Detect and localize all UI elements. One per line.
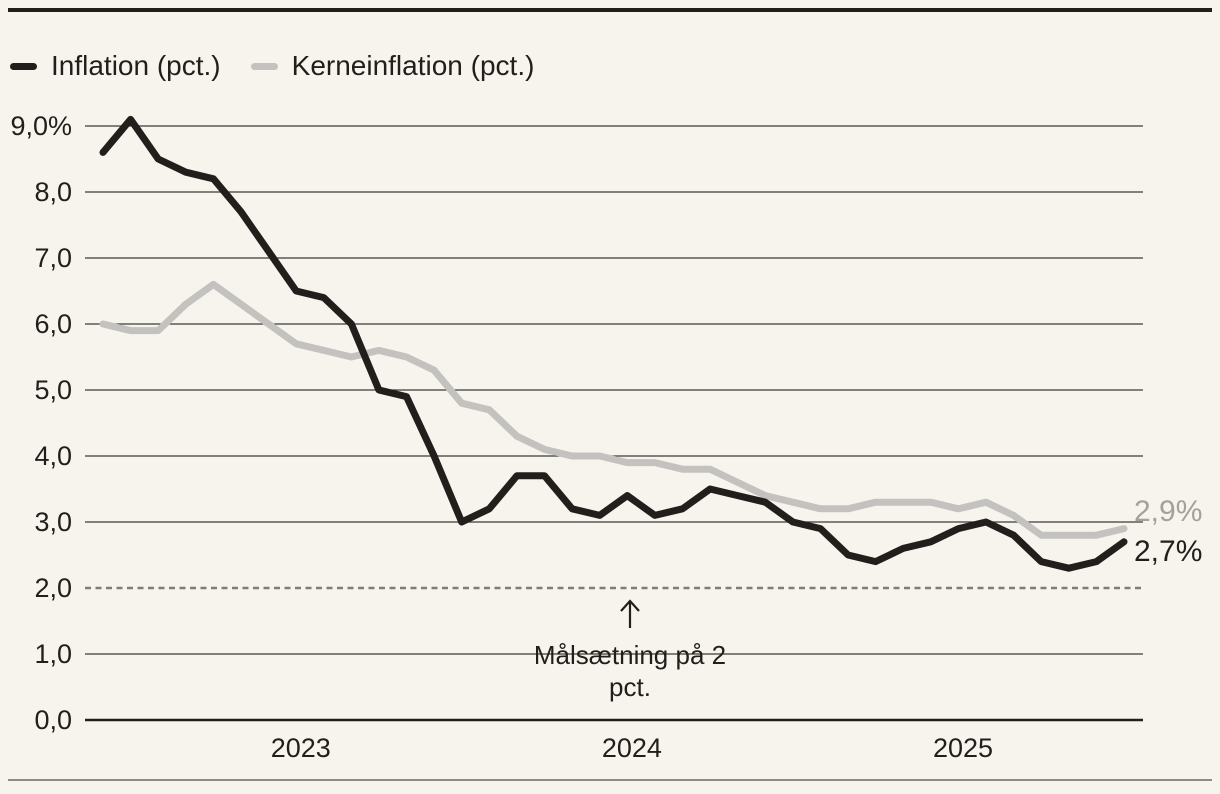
legend-label-inflation: Inflation (pct.): [51, 50, 221, 81]
y-tick-label: 6,0: [34, 309, 72, 339]
end-label-kerneinflation: 2,9%: [1134, 495, 1203, 528]
y-tick-label: 9,0%: [10, 111, 72, 141]
bottom-rule: [8, 779, 1212, 781]
annotation-text-line: Målsætning på 2: [534, 640, 726, 670]
end-label-inflation: 2,7%: [1134, 535, 1203, 568]
y-tick-label: 3,0: [34, 507, 72, 537]
annotation-arrow-head-icon: [620, 599, 640, 612]
legend-label-kerneinflation: Kerneinflation (pct.): [291, 50, 535, 81]
y-tick-label: 4,0: [34, 441, 72, 471]
inflation-line-swatch-icon: [10, 62, 37, 70]
legend-item-inflation: Inflation (pct.): [10, 50, 221, 82]
y-tick-label: 5,0: [34, 375, 72, 405]
kerneinflation-line-swatch-icon: [250, 62, 278, 70]
series-line-inflation: [99, 115, 1128, 572]
y-tick-label: 0,0: [34, 705, 72, 735]
x-tick-label: 2024: [601, 733, 662, 763]
legend: Inflation (pct.) Kerneinflation (pct.): [10, 50, 534, 82]
x-tick-label: 2023: [270, 733, 331, 763]
legend-item-kerneinflation: Kerneinflation (pct.): [250, 50, 535, 82]
annotation-text-line: pct.: [609, 672, 651, 702]
series-line-kerneinflation: [99, 280, 1128, 539]
top-rule: [8, 8, 1212, 12]
y-tick-label: 2,0: [34, 573, 72, 603]
y-tick-label: 1,0: [34, 639, 72, 669]
y-tick-label: 7,0: [34, 243, 72, 273]
y-tick-label: 8,0: [34, 177, 72, 207]
x-tick-label: 2025: [932, 733, 994, 763]
